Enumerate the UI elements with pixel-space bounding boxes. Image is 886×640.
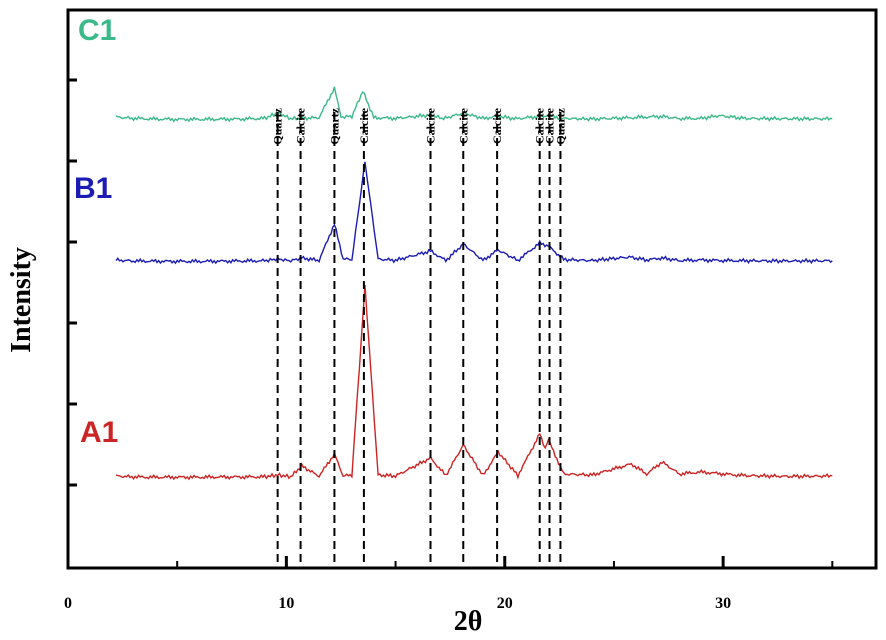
phase-label: Quartz	[327, 107, 341, 144]
phase-label: Calcite	[424, 107, 438, 144]
series-line-c1	[115, 86, 833, 123]
reference-lines: Quartz Calcite Quartz Calcite Calcite Calcite…	[271, 107, 567, 562]
phase-label: Calcite	[543, 107, 557, 144]
x-tick-label: 30	[715, 595, 731, 612]
x-tick-label: 10	[278, 595, 294, 612]
series-line-a1	[115, 285, 833, 481]
series-line-b1	[115, 161, 833, 265]
phase-label: Calcite	[294, 107, 308, 144]
phase-label: Calcite	[533, 107, 547, 144]
x-tick-label: 0	[64, 595, 72, 612]
phase-label: Calcite	[490, 107, 504, 144]
sample-label-a1: A1	[80, 416, 118, 449]
phase-label: Quartz	[271, 107, 285, 144]
phase-label: Calcite	[456, 107, 470, 144]
y-axis-title: Intensity	[6, 247, 37, 353]
plot-border	[66, 8, 878, 570]
sample-label-b1: B1	[74, 172, 112, 205]
x-tick-label: 20	[497, 595, 513, 612]
axes: 0 10 20 30	[64, 78, 834, 612]
series-layer	[115, 86, 833, 481]
plot-frame	[66, 8, 878, 570]
sample-label-c1: C1	[78, 14, 116, 47]
sample-labels: C1 B1 A1	[74, 14, 118, 449]
phase-label: Quartz	[553, 107, 567, 144]
x-axis-title: 2θ	[454, 606, 483, 637]
phase-label: Calcite	[357, 107, 371, 144]
